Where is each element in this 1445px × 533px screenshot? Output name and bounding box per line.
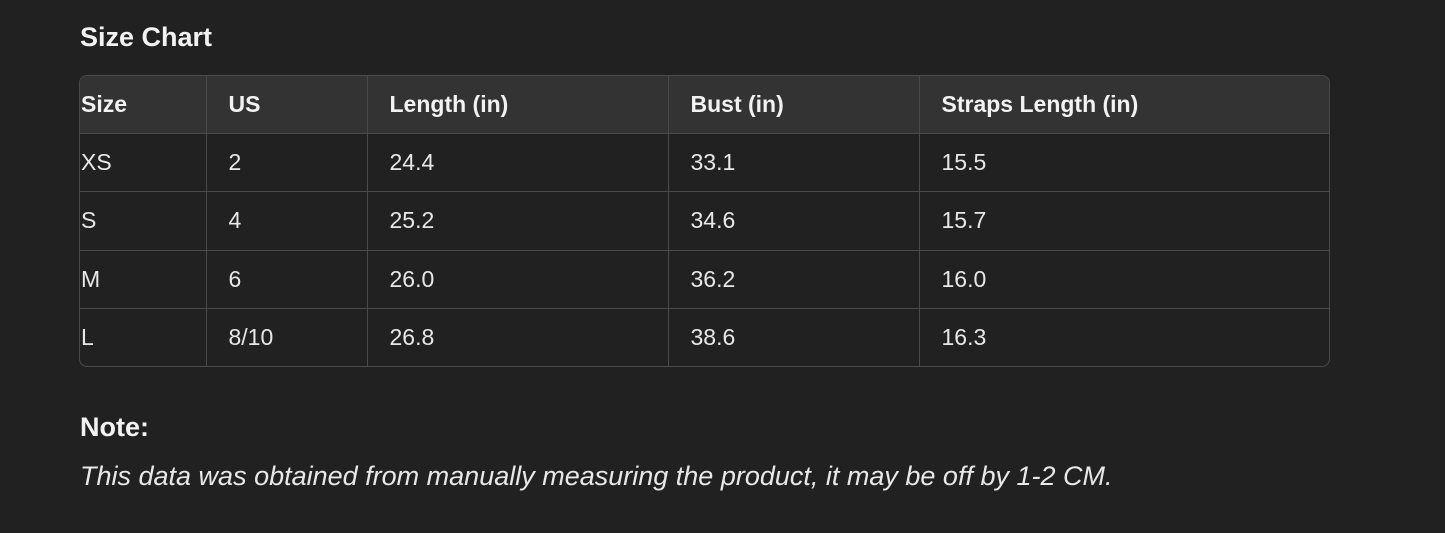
cell-bust: 34.6 [667, 191, 920, 251]
header-size: Size [80, 76, 207, 134]
cell-length: 26.0 [366, 249, 669, 309]
cell-length: 26.8 [366, 307, 669, 366]
cell-straps-length: 15.5 [918, 132, 1329, 193]
header-straps-length: Straps Length (in) [918, 76, 1329, 134]
cell-straps-length: 16.3 [918, 307, 1329, 366]
cell-size: XS [80, 132, 207, 193]
cell-bust: 36.2 [667, 249, 920, 309]
cell-us: 4 [205, 191, 368, 251]
note-label: Note: [80, 412, 149, 442]
cell-straps-length: 15.7 [918, 191, 1329, 251]
cell-size: L [80, 307, 207, 366]
header-us: US [205, 76, 368, 134]
header-length: Length (in) [366, 76, 669, 134]
cell-us: 8/10 [205, 307, 368, 366]
table-header-row: Size US Length (in) Bust (in) Straps Len… [80, 76, 1329, 134]
cell-bust: 33.1 [667, 132, 920, 193]
cell-us: 2 [205, 132, 368, 193]
table-row: M 6 26.0 36.2 16.0 [80, 249, 1329, 309]
cell-size: S [80, 191, 207, 251]
cell-length: 24.4 [366, 132, 669, 193]
page-title: Size Chart [80, 22, 213, 52]
table-row: XS 2 24.4 33.1 15.5 [80, 132, 1329, 193]
cell-bust: 38.6 [667, 307, 920, 366]
note-text: This data was obtained from manually mea… [80, 461, 1113, 491]
header-bust: Bust (in) [667, 76, 920, 134]
table-row: L 8/10 26.8 38.6 16.3 [80, 307, 1329, 366]
size-chart-table: Size US Length (in) Bust (in) Straps Len… [79, 75, 1330, 367]
cell-length: 25.2 [366, 191, 669, 251]
cell-size: M [80, 249, 207, 309]
cell-straps-length: 16.0 [918, 249, 1329, 309]
cell-us: 6 [205, 249, 368, 309]
table-row: S 4 25.2 34.6 15.7 [80, 191, 1329, 251]
